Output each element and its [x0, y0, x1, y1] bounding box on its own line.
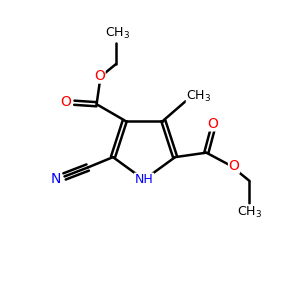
Text: O: O [61, 95, 71, 109]
Text: NH: NH [135, 173, 153, 186]
Text: O: O [94, 69, 105, 83]
Text: CH$_3$: CH$_3$ [105, 26, 130, 41]
Text: O: O [207, 117, 218, 131]
Text: O: O [229, 159, 239, 173]
Text: N: N [51, 172, 62, 186]
Text: CH$_3$: CH$_3$ [186, 89, 212, 104]
Text: CH$_3$: CH$_3$ [237, 205, 262, 220]
